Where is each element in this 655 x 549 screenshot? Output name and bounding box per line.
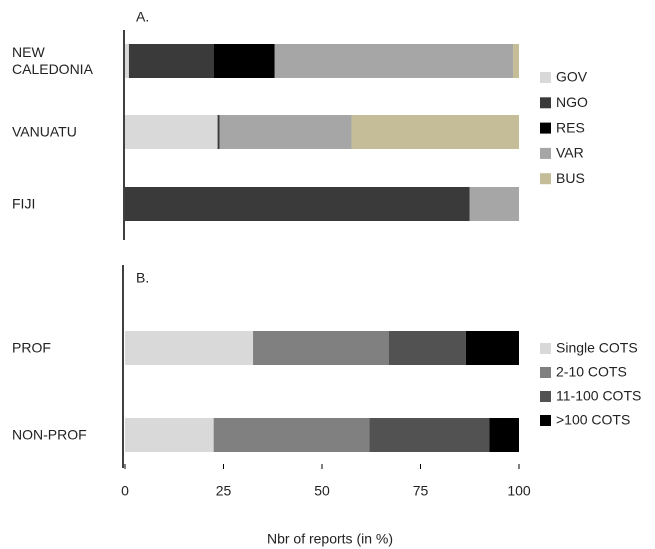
legend-label: 2-10 COTS bbox=[556, 364, 627, 380]
legend-swatch bbox=[540, 343, 551, 354]
legend-label: RES bbox=[556, 119, 585, 135]
bar-segment bbox=[213, 418, 370, 452]
bar-segment bbox=[219, 115, 352, 149]
bar-segment bbox=[513, 44, 519, 78]
panel-title: A. bbox=[136, 9, 149, 25]
legend-swatch bbox=[540, 415, 551, 426]
category-label: PROF bbox=[12, 339, 51, 356]
x-tick-label: 25 bbox=[216, 483, 232, 499]
x-tick-label: 50 bbox=[314, 483, 330, 499]
legend-label: >100 COTS bbox=[556, 412, 630, 428]
category-label: VANUATU bbox=[12, 123, 77, 140]
legend-swatch bbox=[540, 72, 551, 83]
bar-segment bbox=[213, 44, 275, 78]
legend-swatch bbox=[540, 122, 551, 134]
x-axis-label: Nbr of reports (in %) bbox=[267, 531, 393, 547]
x-tick-label: 0 bbox=[121, 483, 129, 499]
bar-segment bbox=[125, 418, 214, 452]
bar-segment bbox=[351, 115, 519, 149]
bar-segment bbox=[465, 331, 519, 365]
legend-label: Single COTS bbox=[556, 340, 638, 356]
legend-swatch bbox=[540, 97, 551, 109]
legend-swatch bbox=[540, 173, 551, 185]
bar-segment bbox=[217, 115, 220, 149]
legend-swatch bbox=[540, 391, 551, 402]
legend-swatch bbox=[540, 367, 551, 378]
x-tick-label: 75 bbox=[413, 483, 429, 499]
legend-label: 11-100 COTS bbox=[556, 388, 641, 404]
legend-label: NGO bbox=[556, 94, 588, 110]
bar-segment bbox=[125, 44, 129, 78]
legend-label: BUS bbox=[556, 170, 585, 186]
legend-swatch bbox=[540, 147, 551, 159]
bar-segment bbox=[125, 187, 470, 221]
legend-label: GOV bbox=[556, 69, 588, 85]
category-label: FIJI bbox=[12, 195, 36, 212]
bar-segment bbox=[128, 44, 214, 78]
category-label: NON-PROF bbox=[12, 426, 87, 443]
x-tick-label: 100 bbox=[507, 483, 531, 499]
category-label: NEW CALEDONIA bbox=[12, 44, 93, 77]
bar-segment bbox=[253, 331, 389, 365]
bar-segment bbox=[388, 331, 466, 365]
bar-segment bbox=[489, 418, 519, 452]
bar-segment bbox=[125, 115, 218, 149]
bar-segment bbox=[274, 44, 514, 78]
panel-title: B. bbox=[136, 270, 149, 286]
bar-segment bbox=[125, 331, 254, 365]
bar-segment bbox=[469, 187, 519, 221]
legend-label: VAR bbox=[556, 145, 584, 161]
bar-segment bbox=[369, 418, 490, 452]
